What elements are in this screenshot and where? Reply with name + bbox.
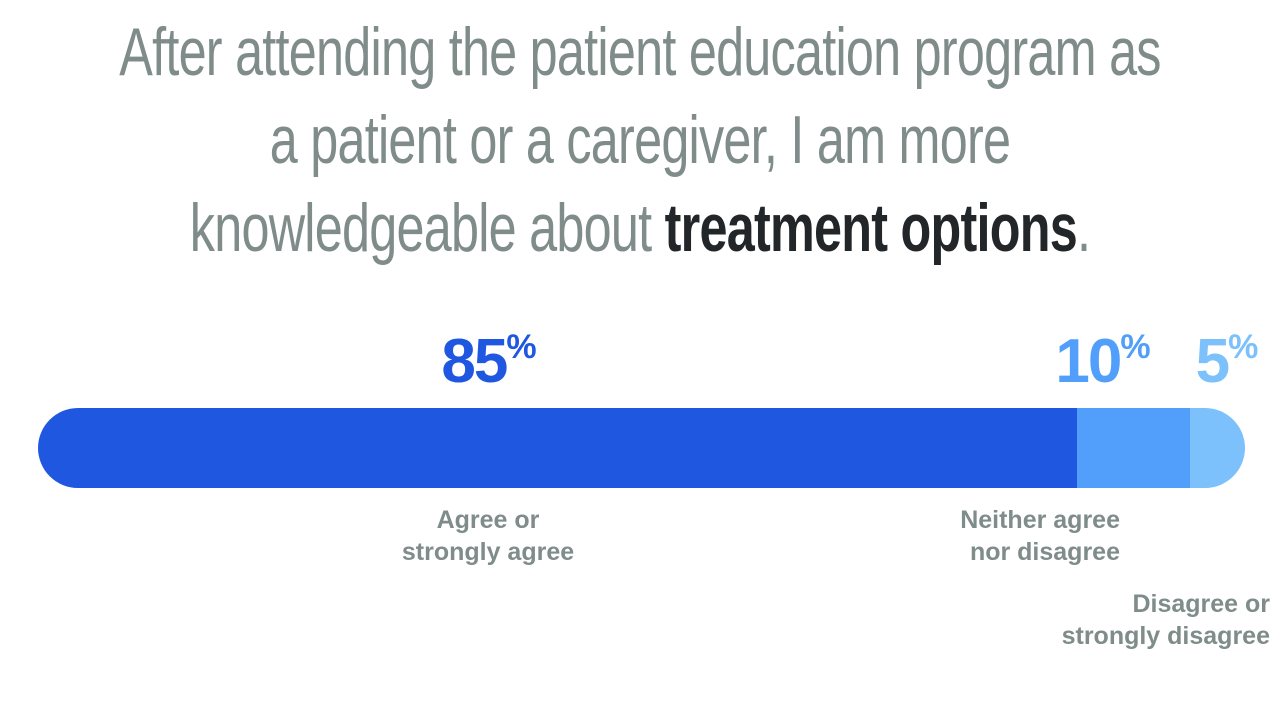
bar-segment-1 — [38, 408, 1077, 488]
title-emphasis: treatment options — [664, 190, 1078, 266]
title-line-3: knowledgeable about treatment options. — [166, 184, 1113, 272]
title-period: . — [1076, 190, 1091, 266]
category-label-2-line-1: Neither agree — [960, 506, 1120, 534]
value-label-2: 10% — [1055, 327, 1150, 396]
title-line-2: a patient or a caregiver, I am more — [166, 96, 1113, 184]
value-label-1: 85% — [441, 327, 536, 396]
chart-title: After attending the patient education pr… — [0, 8, 1280, 272]
title-text: After attending the patient education pr… — [119, 14, 1161, 90]
title-text: a patient or a caregiver, I am more — [269, 102, 1011, 178]
bar-group — [38, 408, 1245, 488]
category-label-1-line-2: strongly agree — [402, 538, 574, 566]
category-label-3-line-2: strongly disagree — [1062, 622, 1270, 650]
title-line-1: After attending the patient education pr… — [119, 8, 1161, 96]
category-label-1-line-1: Agree or — [437, 506, 540, 534]
category-label-2-line-2: nor disagree — [970, 538, 1120, 566]
value-label-3: 5% — [1196, 327, 1258, 396]
bar-segment-3 — [1190, 408, 1245, 488]
title-text: knowledgeable about — [189, 190, 665, 266]
category-label-3-line-1: Disagree or — [1132, 590, 1270, 618]
bar-segment-2 — [1077, 408, 1190, 488]
